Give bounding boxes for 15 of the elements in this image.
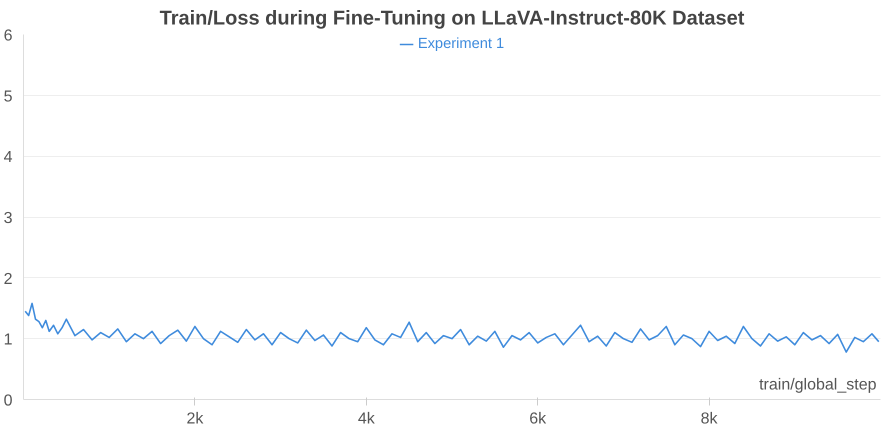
y-tick-label: 2	[4, 270, 13, 288]
x-tick-label: 8k	[700, 410, 719, 428]
x-tick-label: 4k	[358, 410, 376, 428]
y-tick-label: 6	[4, 28, 13, 44]
x-axis-title: train/global_step	[759, 376, 877, 394]
y-tick-label: 0	[4, 392, 13, 410]
y-tick-label: 4	[4, 149, 13, 166]
x-tick-label: 6k	[529, 410, 548, 428]
x-tick-label: 2k	[186, 410, 204, 428]
legend-label: Experiment 1	[418, 36, 504, 52]
y-tick-label: 1	[4, 332, 13, 349]
y-tick-label: 3	[4, 210, 13, 227]
line-series	[24, 302, 880, 353]
chart-title: Train/Loss during Fine-Tuning on LLaVA-Instruct-80K Dataset	[160, 8, 745, 30]
y-tick-label: 5	[4, 88, 13, 106]
